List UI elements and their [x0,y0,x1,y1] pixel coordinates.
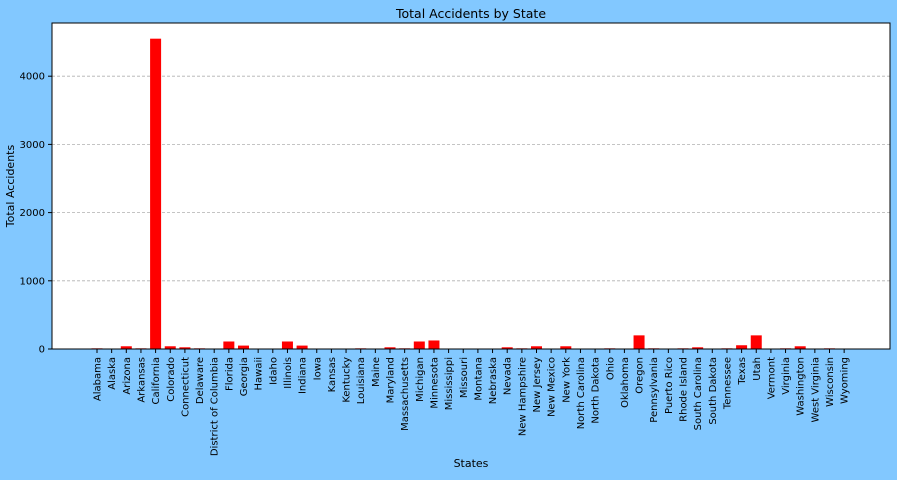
x-tick-label: Ohio [605,357,616,380]
x-tick-label: Idaho [268,357,279,385]
x-tick-label: Nevada [503,357,514,395]
bar [296,345,308,349]
bar [179,347,191,349]
x-tick-label: Texas [737,357,748,386]
y-tick-label: 4000 [20,72,45,83]
x-tick-label: Colorado [166,357,177,402]
y-tick-label: 2000 [20,208,45,219]
x-tick-label: District of Columbia [210,357,221,456]
x-tick-label: Oklahoma [620,357,631,408]
bar [120,346,132,349]
x-tick-label: Massachusetts [400,357,411,431]
bar [794,346,806,349]
y-tick-label: 1000 [20,276,45,287]
bar [164,346,176,349]
bar [750,335,762,349]
plot-area [52,23,890,349]
x-tick-label: Alabama [93,357,104,401]
x-tick-label: Alaska [107,357,118,390]
x-tick-label: Hawaii [254,357,265,391]
bar [428,340,440,349]
x-tick-label: Maryland [386,357,397,403]
x-tick-label: Montana [473,357,484,401]
x-tick-label: Wisconsin [825,357,836,407]
x-axis-ticks: Alabama Alaska Arizona Arkansas California Co… [93,349,851,456]
x-tick-label: Georgia [239,357,250,396]
x-tick-label: New York [561,357,572,403]
x-tick-label: Arkansas [136,357,147,403]
x-tick-label: Kansas [327,357,338,392]
x-tick-label: Pennsylvania [649,357,660,423]
x-tick-label: Missouri [459,357,470,398]
x-tick-label: New Jersey [532,357,543,413]
x-tick-label: Washington [796,357,807,416]
x-tick-label: North Dakota [591,357,602,424]
bar [560,346,572,349]
x-tick-label: North Carolina [576,357,587,429]
x-tick-label: Kentucky [342,357,353,403]
x-tick-label: Utah [752,357,763,381]
x-tick-label: Puerto Rico [664,357,675,414]
x-tick-label: South Dakota [708,357,719,425]
x-tick-label: Iowa [312,357,323,380]
x-tick-label: Vermont [766,357,777,399]
y-axis-ticks: 0 1000 2000 3000 4000 [20,72,52,356]
x-tick-label: Florida [224,357,235,391]
x-tick-label: New Mexico [547,357,558,417]
x-tick-label: Delaware [195,357,206,404]
plot-frame [51,22,891,350]
bar [150,38,162,350]
x-tick-label: Nebraska [488,357,499,404]
chart-title: Total Accidents by State [395,6,546,21]
x-tick-label: Illinois [283,357,294,389]
x-tick-label: Rhode Island [679,357,690,422]
x-tick-label: Michigan [415,357,426,402]
x-axis-label: States [454,457,489,470]
x-tick-label: Minnesota [429,357,440,409]
y-tick-label: 0 [39,345,45,356]
bar [413,341,425,349]
x-tick-label: California [151,357,162,405]
x-tick-label: Tennessee [722,357,733,410]
bar [223,341,235,349]
bar [238,345,249,349]
x-tick-label: Maine [371,357,382,387]
x-tick-label: Wyoming [840,357,851,404]
y-axis-label: Total Accidents [4,145,17,229]
x-tick-label: Louisiana [356,357,367,404]
bar [692,347,704,349]
bar [736,345,748,349]
bar [531,346,542,349]
bar [633,335,645,349]
bar [384,347,396,349]
x-tick-label: South Carolina [693,357,704,430]
x-tick-label: Virginia [781,357,792,395]
bar [281,341,293,349]
y-tick-label: 3000 [20,140,45,151]
x-tick-label: New Hampshire [517,357,528,436]
x-tick-label: Mississippi [444,357,455,410]
bar [501,347,513,349]
x-tick-label: Indiana [298,357,309,394]
x-tick-label: West Virginia [810,357,821,422]
x-tick-label: Arizona [122,357,133,395]
x-tick-label: Oregon [635,357,646,394]
x-tick-label: Connecticut [180,357,191,417]
